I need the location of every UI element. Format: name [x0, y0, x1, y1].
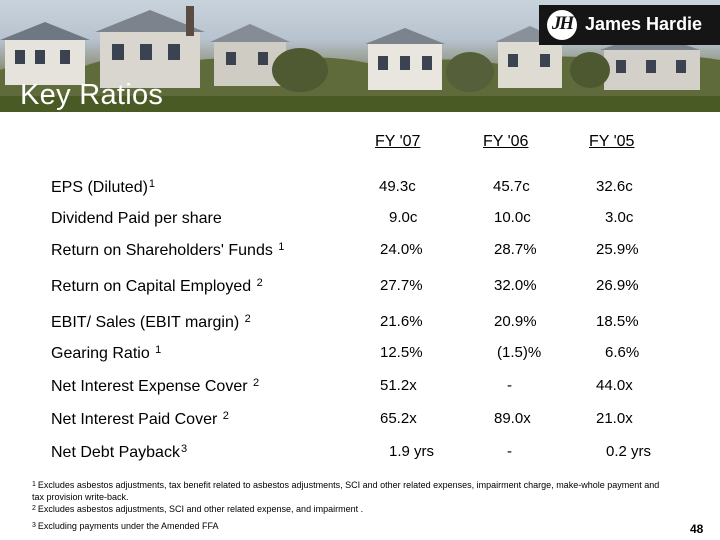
- value-fy05: 44.0x: [596, 377, 633, 394]
- james-hardie-logo: JH James Hardie: [539, 5, 720, 45]
- value-fy06: -: [507, 377, 512, 394]
- value-fy06: 89.0x: [494, 410, 531, 427]
- value-fy07: 49.3c: [379, 178, 416, 195]
- value-fy06: (1.5)%: [497, 344, 542, 361]
- row-label: Return on Shareholders' Funds 1: [51, 241, 285, 259]
- value-fy07: 27.7%: [380, 277, 423, 294]
- column-header-fy07: FY '07: [375, 133, 421, 150]
- value-fy05: 3.0c: [605, 209, 634, 226]
- column-header-fy06: FY '06: [483, 133, 529, 150]
- slide-title: Key Ratios: [20, 79, 164, 111]
- jh-monogram-icon: JH: [547, 10, 577, 40]
- footnote: 3 Excluding payments under the Amended FF…: [32, 520, 219, 531]
- value-fy06: 20.9%: [494, 313, 537, 330]
- row-label: Net Interest Expense Cover 2: [51, 377, 260, 395]
- value-fy05: 6.6%: [605, 344, 640, 361]
- value-fy06: 10.0c: [494, 209, 531, 226]
- value-fy07: 1.9 yrs: [389, 443, 435, 460]
- value-fy05: 26.9%: [596, 277, 639, 294]
- row-label: Gearing Ratio 1: [51, 344, 162, 362]
- row-label: Net Debt Payback3: [51, 443, 188, 461]
- value-fy07: 51.2x: [380, 377, 417, 394]
- value-fy06: 32.0%: [494, 277, 537, 294]
- page-number: 48: [690, 522, 704, 536]
- houses-photo: [0, 6, 720, 112]
- value-fy06: 28.7%: [494, 241, 537, 258]
- brand-name: James Hardie: [585, 14, 703, 34]
- column-header-fy05: FY '05: [589, 133, 635, 150]
- value-fy05: 32.6c: [596, 178, 633, 195]
- row-label: Dividend Paid per share: [51, 210, 222, 227]
- row-label: EBIT/ Sales (EBIT margin) 2: [51, 313, 251, 331]
- value-fy05: 0.2 yrs: [606, 443, 652, 460]
- footnote: 2 Excludes asbestos adjustments, SCI and …: [32, 504, 364, 514]
- value-fy05: 25.9%: [596, 241, 639, 258]
- value-fy07: 21.6%: [380, 313, 423, 330]
- header-banner: JH James Hardie Key Ratios: [0, 0, 720, 112]
- row-label: EPS (Diluted)1: [51, 178, 156, 196]
- row-label: Net Interest Paid Cover 2: [51, 410, 229, 428]
- value-fy06: -: [507, 443, 512, 460]
- value-fy07: 9.0c: [389, 209, 418, 226]
- value-fy07: 65.2x: [380, 410, 417, 427]
- value-fy05: 21.0x: [596, 410, 633, 427]
- value-fy07: 12.5%: [380, 344, 423, 361]
- row-label: Return on Capital Employed 2: [51, 277, 263, 295]
- footnotes: 1 Excludes asbestos adjustments, tax bene…: [32, 479, 672, 532]
- value-fy06: 45.7c: [493, 178, 530, 195]
- value-fy07: 24.0%: [380, 241, 423, 258]
- footnote: 1 Excludes asbestos adjustments, tax bene…: [32, 480, 660, 502]
- value-fy05: 18.5%: [596, 313, 639, 330]
